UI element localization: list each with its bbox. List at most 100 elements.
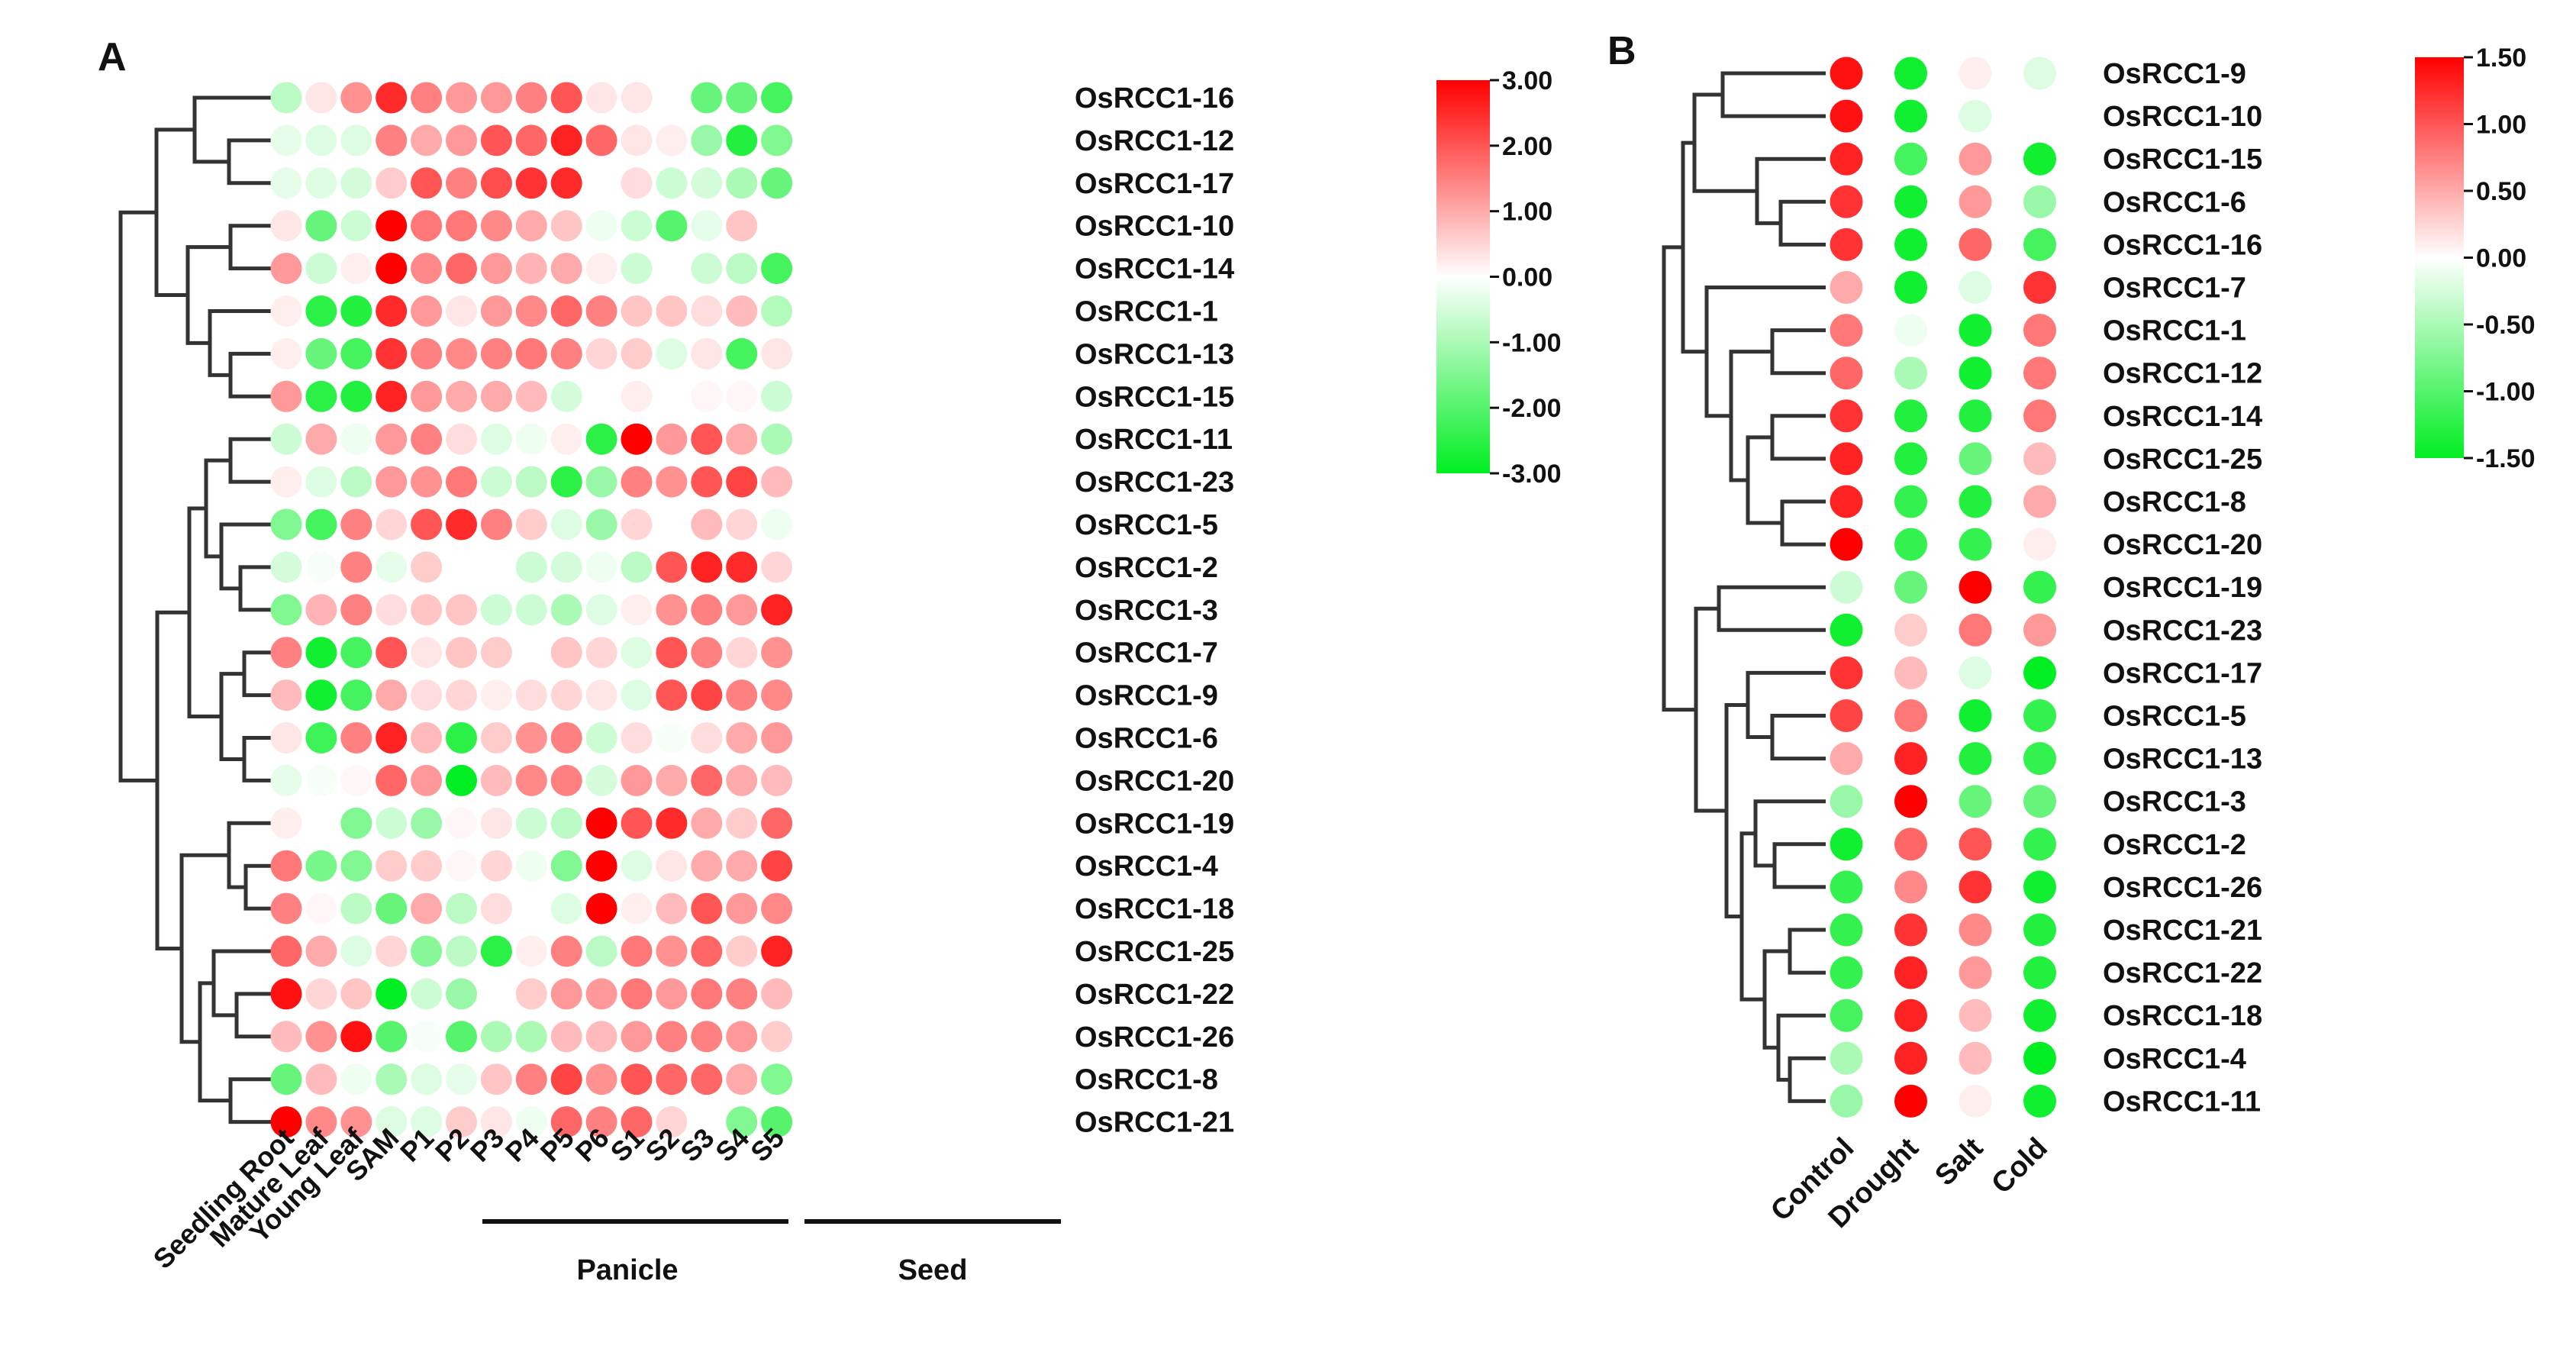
cell-osrcc1-11-mature-leaf [305, 423, 337, 455]
row-label: OsRCC1-18 [1075, 893, 1234, 925]
cell-osrcc1-4-p6 [585, 850, 617, 882]
cell-osrcc1-18-drought [1894, 999, 1927, 1032]
dendrogram-link [118, 210, 157, 782]
cell-osrcc1-18-s3 [691, 892, 723, 924]
dendrogram-link [208, 309, 271, 377]
cell-osrcc1-17-p1 [411, 167, 443, 199]
cell-osrcc1-14-p3 [480, 253, 512, 285]
cell-osrcc1-10-sam [376, 210, 408, 242]
cell-osrcc1-13-p6 [585, 337, 617, 369]
row-label: OsRCC1-12 [1075, 125, 1234, 157]
cell-osrcc1-8-young-leaf [340, 1063, 372, 1095]
cell-osrcc1-22-s5 [761, 978, 793, 1010]
legend-tick-label: 0.50 [2476, 177, 2526, 206]
cell-osrcc1-20-s5 [761, 764, 793, 796]
cell-osrcc1-1-p2 [446, 295, 477, 327]
cell-osrcc1-16-p2 [446, 82, 477, 114]
cell-osrcc1-5-cold [2023, 699, 2056, 732]
cell-osrcc1-8-s3 [691, 1063, 723, 1095]
cell-osrcc1-11-young-leaf [340, 423, 372, 455]
cell-osrcc1-11-p4 [515, 423, 547, 455]
cell-osrcc1-23-s1 [621, 466, 653, 498]
legend-tick-label: 1.00 [1502, 198, 1552, 227]
row-label: OsRCC1-8 [2103, 486, 2246, 518]
cell-osrcc1-3-s1 [621, 594, 653, 626]
cell-osrcc1-26-s5 [761, 1021, 793, 1053]
cell-osrcc1-3-young-leaf [340, 594, 372, 626]
panel-a-color-legend: 3.00 2.00 1.00 0.00 -1.00 -2.00 -3.00 [1436, 66, 1562, 489]
cell-osrcc1-5-mature-leaf [305, 508, 337, 540]
cell-osrcc1-20-control [1830, 528, 1863, 561]
cell-osrcc1-19-young-leaf [340, 807, 372, 839]
row-label: OsRCC1-2 [2103, 829, 2246, 861]
cell-osrcc1-15-control [1830, 142, 1863, 176]
cell-osrcc1-4-s4 [726, 850, 758, 882]
cell-osrcc1-25-sam [376, 935, 408, 967]
cell-osrcc1-1-p1 [411, 295, 443, 327]
cell-osrcc1-4-s1 [621, 850, 653, 882]
cell-osrcc1-14-salt [1959, 399, 1992, 433]
cell-osrcc1-10-s2 [656, 210, 688, 242]
cell-osrcc1-21-p6 [585, 1106, 617, 1138]
cell-osrcc1-16-sam [376, 82, 408, 114]
cell-osrcc1-26-p1 [411, 1021, 443, 1053]
cell-osrcc1-1-drought [1894, 314, 1927, 347]
cell-osrcc1-7-cold [2023, 271, 2056, 304]
cell-osrcc1-16-p5 [550, 82, 582, 114]
cell-osrcc1-10-cold [2023, 99, 2056, 133]
cell-osrcc1-10-salt [1959, 99, 1992, 133]
cell-osrcc1-23-s3 [691, 466, 723, 498]
cell-osrcc1-20-p5 [550, 764, 582, 796]
cell-osrcc1-22-p4 [515, 978, 547, 1010]
cell-osrcc1-23-s2 [656, 466, 688, 498]
cell-osrcc1-10-seedling-root [270, 210, 302, 242]
cell-osrcc1-6-seedling-root [270, 722, 302, 753]
cell-osrcc1-6-p4 [515, 722, 547, 753]
cell-osrcc1-17-mature-leaf [305, 167, 337, 199]
cell-osrcc1-12-mature-leaf [305, 124, 337, 156]
cell-osrcc1-21-salt [1959, 913, 1992, 947]
cell-osrcc1-18-mature-leaf [305, 892, 337, 924]
cell-osrcc1-1-p6 [585, 295, 617, 327]
cell-osrcc1-3-p1 [411, 594, 443, 626]
cell-osrcc1-15-sam [376, 380, 408, 412]
dendrogram-link [1788, 928, 1826, 975]
row-label: OsRCC1-10 [2103, 101, 2262, 133]
cell-osrcc1-13-drought [1894, 742, 1927, 776]
cell-osrcc1-19-p1 [411, 807, 443, 839]
cell-osrcc1-2-s3 [691, 551, 723, 583]
cell-osrcc1-6-young-leaf [340, 722, 372, 753]
cell-osrcc1-25-s3 [691, 935, 723, 967]
cell-osrcc1-20-salt [1959, 528, 1992, 561]
row-label: OsRCC1-14 [1075, 253, 1234, 286]
cell-osrcc1-9-seedling-root [270, 679, 302, 711]
cell-osrcc1-18-seedling-root [270, 892, 302, 924]
cell-osrcc1-14-p4 [515, 253, 547, 285]
dendrogram-link [227, 138, 271, 186]
cell-osrcc1-15-s2 [656, 380, 688, 412]
cell-osrcc1-21-seedling-root [270, 1106, 302, 1138]
row-label: OsRCC1-13 [1075, 338, 1234, 370]
cell-osrcc1-8-p5 [550, 1063, 582, 1095]
dendrogram-link [192, 95, 271, 164]
cell-osrcc1-18-young-leaf [340, 892, 372, 924]
cell-osrcc1-16-s4 [726, 82, 758, 114]
cell-osrcc1-2-p3 [480, 551, 512, 583]
cell-osrcc1-26-control [1830, 870, 1863, 904]
cell-osrcc1-13-s1 [621, 337, 653, 369]
cell-osrcc1-12-p6 [585, 124, 617, 156]
dendrogram-link [243, 863, 271, 911]
cell-osrcc1-23-sam [376, 466, 408, 498]
cell-osrcc1-20-s2 [656, 764, 688, 796]
legend-tick-label: 0.00 [1502, 263, 1552, 292]
cell-osrcc1-19-salt [1959, 570, 1992, 604]
cell-osrcc1-8-drought [1894, 485, 1927, 518]
cell-osrcc1-22-salt [1959, 956, 1992, 989]
cell-osrcc1-7-p5 [550, 637, 582, 669]
legend-tick-label: 2.00 [1502, 132, 1552, 161]
cell-osrcc1-25-p3 [480, 935, 512, 967]
cell-osrcc1-7-salt [1959, 271, 1992, 304]
cell-osrcc1-11-s5 [761, 423, 793, 455]
cell-osrcc1-26-mature-leaf [305, 1021, 337, 1053]
